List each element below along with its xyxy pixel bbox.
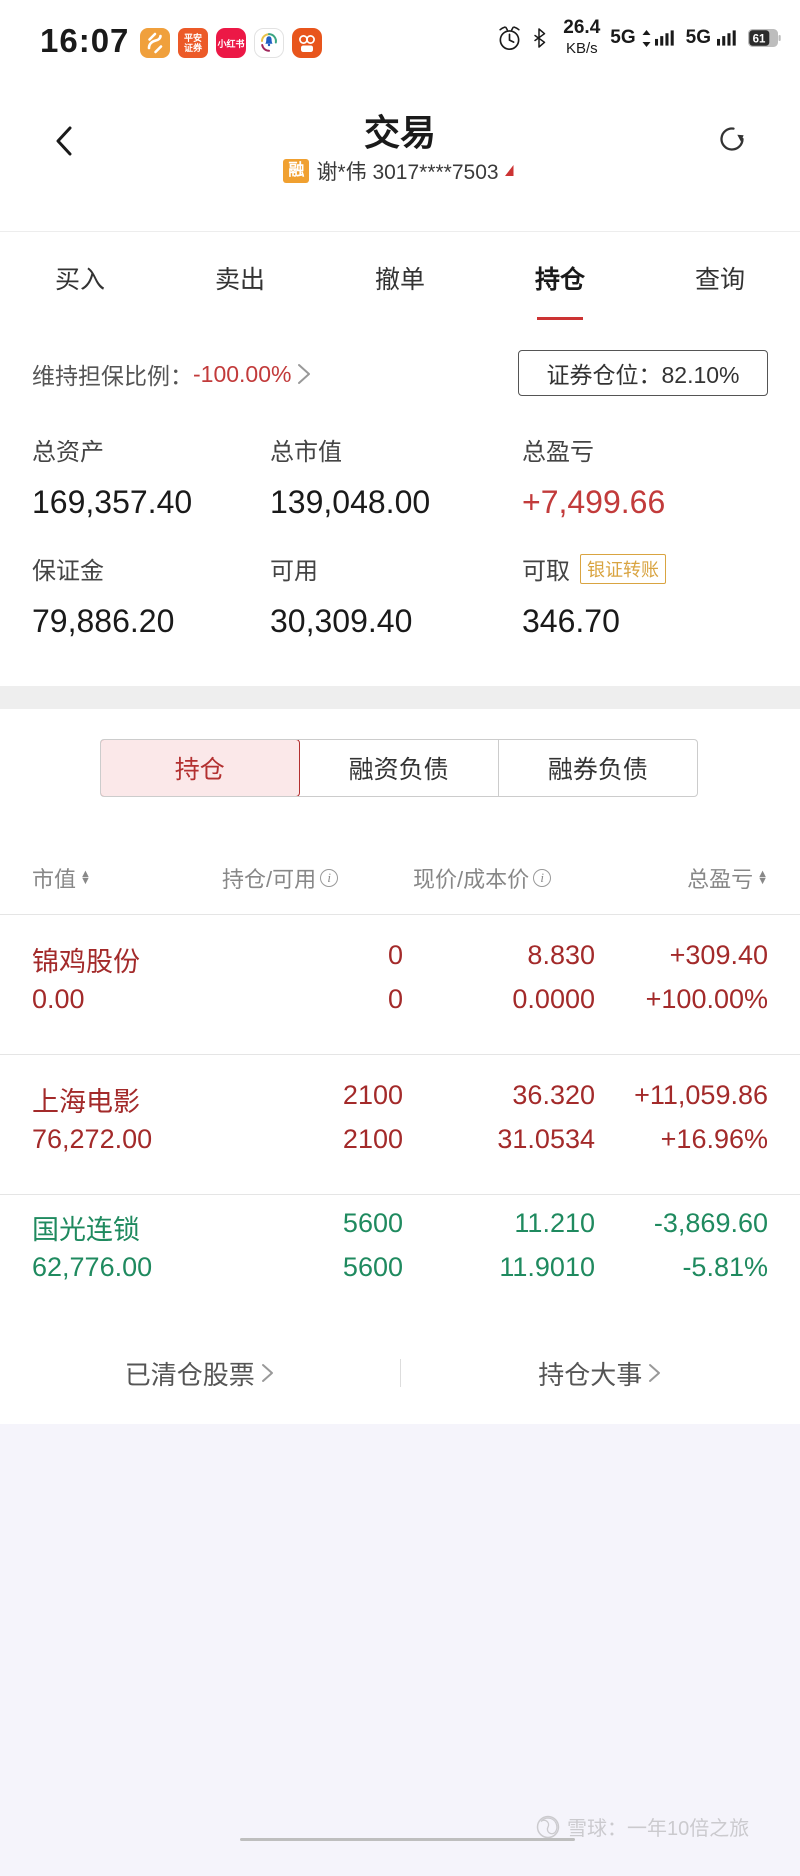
svg-text:小红书: 小红书 bbox=[216, 38, 244, 49]
svg-text:61: 61 bbox=[753, 33, 766, 45]
svg-text:平安: 平安 bbox=[184, 32, 202, 43]
svg-text:证券: 证券 bbox=[184, 42, 203, 53]
